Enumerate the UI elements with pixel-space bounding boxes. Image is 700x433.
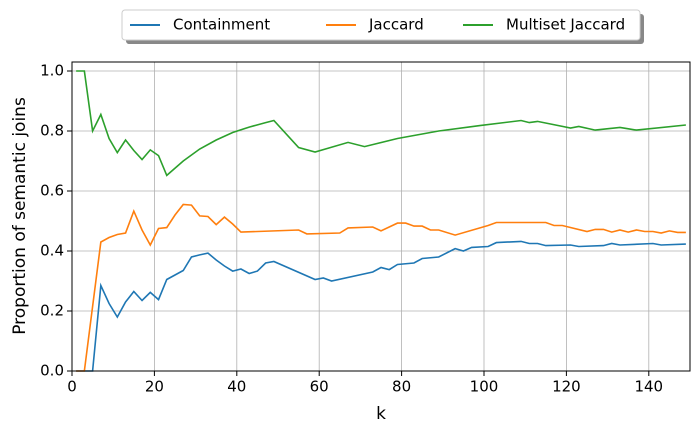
x-tick-label: 80: [392, 378, 411, 396]
x-tick-label: 140: [634, 378, 663, 396]
legend-label: Jaccard: [368, 16, 424, 34]
y-tick-label: 0.0: [40, 362, 64, 380]
series-line: [76, 70, 686, 177]
legend-label: Multiset Jaccard: [506, 16, 625, 34]
x-tick-label: 0: [67, 378, 77, 396]
y-tick-label: 0.2: [40, 302, 64, 320]
y-tick-label: 0.4: [40, 242, 64, 260]
series-line: [76, 240, 686, 372]
y-tick-label: 0.6: [40, 182, 64, 200]
y-axis-label: Proportion of semantic joins: [10, 97, 30, 335]
series-line: [76, 203, 686, 372]
legend: Containment Jaccard Multiset Jaccard: [121, 9, 644, 44]
x-axis-label: k: [376, 404, 386, 424]
legend-box: [121, 9, 641, 41]
x-tick-label: 20: [145, 378, 164, 396]
x-tick-label: 120: [552, 378, 581, 396]
legend-label: Containment: [173, 16, 270, 34]
x-tick-label: 100: [470, 378, 499, 396]
y-tick-label: 0.8: [40, 122, 64, 140]
x-tick-label: 60: [310, 378, 329, 396]
y-tick-label: 1.0: [40, 62, 64, 80]
x-tick-label: 40: [227, 378, 246, 396]
plot-frame: [71, 61, 691, 372]
